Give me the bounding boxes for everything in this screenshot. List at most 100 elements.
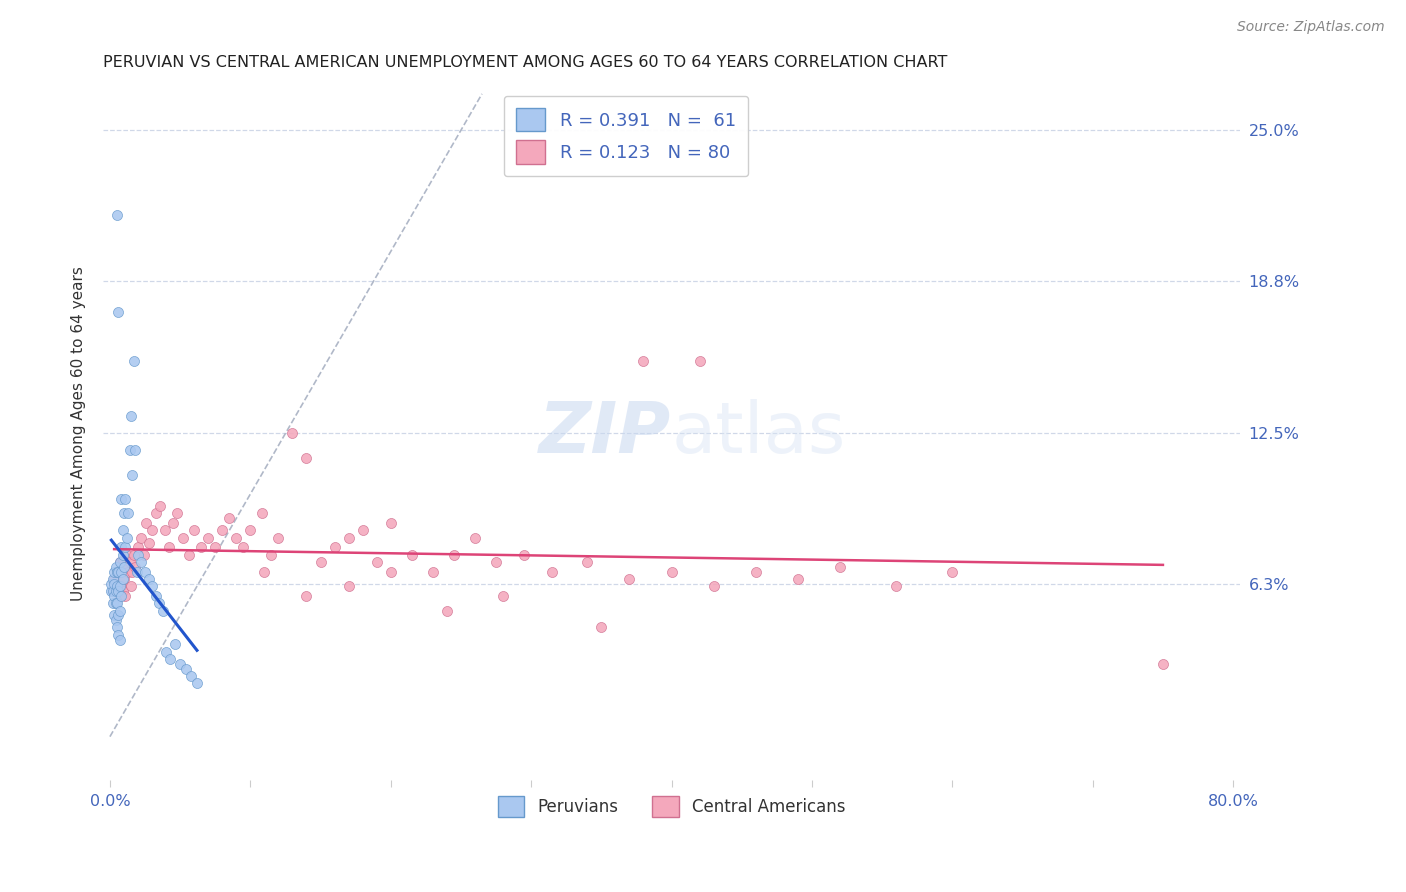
Point — [105, 565, 128, 579]
Point — [103, 572, 125, 586]
Point — [177, 548, 200, 562]
Point — [141, 579, 163, 593]
Point — [352, 524, 374, 538]
Point — [186, 676, 208, 690]
Point — [163, 637, 186, 651]
Point — [127, 541, 149, 555]
Point — [100, 577, 122, 591]
Point — [513, 548, 536, 562]
Point — [157, 541, 180, 555]
Text: Source: ZipAtlas.com: Source: ZipAtlas.com — [1237, 20, 1385, 34]
Point — [155, 645, 177, 659]
Point — [129, 555, 152, 569]
Point — [172, 531, 194, 545]
Text: ZIP: ZIP — [540, 399, 672, 468]
Point — [153, 524, 176, 538]
Point — [260, 548, 283, 562]
Point — [174, 662, 197, 676]
Point — [250, 507, 273, 521]
Point — [103, 589, 125, 603]
Point — [107, 584, 129, 599]
Point — [135, 516, 157, 531]
Point — [436, 603, 458, 617]
Point — [366, 555, 388, 569]
Point — [104, 584, 127, 599]
Point — [703, 579, 725, 593]
Point — [745, 565, 768, 579]
Point — [104, 596, 127, 610]
Point — [122, 548, 145, 562]
Point — [884, 579, 907, 593]
Point — [107, 608, 129, 623]
Point — [105, 620, 128, 634]
Point — [253, 565, 276, 579]
Point — [112, 572, 135, 586]
Point — [129, 531, 152, 545]
Point — [141, 524, 163, 538]
Point — [218, 511, 240, 525]
Point — [111, 552, 134, 566]
Point — [108, 589, 131, 603]
Legend: Peruvians, Central Americans: Peruvians, Central Americans — [491, 789, 852, 824]
Point — [211, 524, 233, 538]
Point — [190, 541, 212, 555]
Point — [105, 579, 128, 593]
Point — [117, 507, 139, 521]
Point — [541, 565, 564, 579]
Point — [107, 579, 129, 593]
Point — [380, 565, 402, 579]
Point — [323, 541, 346, 555]
Point — [105, 208, 128, 222]
Point — [689, 353, 711, 368]
Point — [122, 353, 145, 368]
Point — [101, 584, 124, 599]
Point — [197, 531, 219, 545]
Point — [380, 516, 402, 531]
Point — [108, 632, 131, 647]
Point — [295, 450, 318, 465]
Point — [295, 589, 318, 603]
Point — [120, 409, 142, 424]
Point — [232, 541, 254, 555]
Point — [148, 596, 170, 610]
Point — [422, 565, 444, 579]
Point — [107, 305, 129, 319]
Point — [110, 565, 132, 579]
Point — [239, 524, 262, 538]
Point — [111, 524, 134, 538]
Point — [337, 579, 360, 593]
Text: atlas: atlas — [672, 399, 846, 468]
Point — [132, 548, 155, 562]
Point — [118, 443, 141, 458]
Point — [152, 603, 174, 617]
Point — [145, 507, 167, 521]
Point — [225, 531, 247, 545]
Point — [117, 565, 139, 579]
Point — [115, 548, 138, 562]
Point — [114, 589, 136, 603]
Point — [401, 548, 423, 562]
Point — [619, 572, 641, 586]
Point — [110, 541, 132, 555]
Point — [828, 559, 851, 574]
Point — [104, 559, 127, 574]
Point — [309, 555, 332, 569]
Point — [576, 555, 599, 569]
Point — [120, 579, 142, 593]
Point — [159, 652, 181, 666]
Point — [169, 657, 191, 671]
Point — [443, 548, 465, 562]
Point — [149, 499, 172, 513]
Point — [111, 572, 134, 586]
Point — [121, 467, 143, 482]
Point — [110, 589, 132, 603]
Point — [108, 555, 131, 569]
Point — [100, 584, 122, 599]
Point — [204, 541, 226, 555]
Point — [134, 565, 156, 579]
Point — [103, 608, 125, 623]
Point — [183, 524, 205, 538]
Point — [101, 596, 124, 610]
Point — [111, 548, 134, 562]
Point — [110, 491, 132, 506]
